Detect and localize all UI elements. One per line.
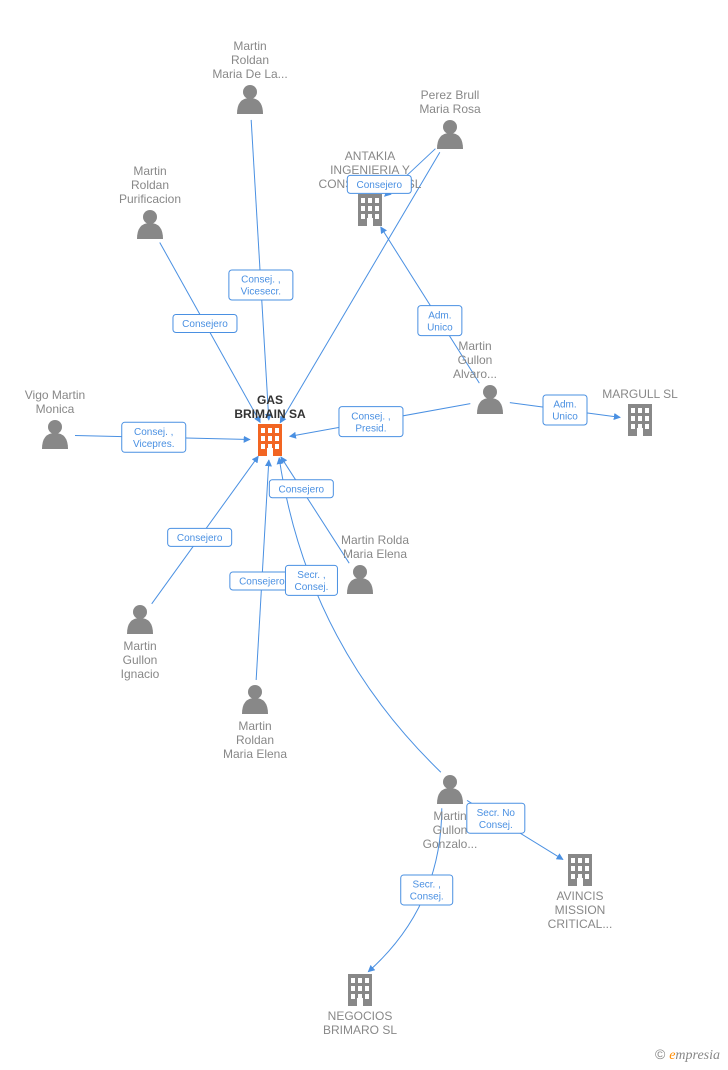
person-node-gonzalo[interactable] bbox=[437, 775, 463, 804]
company-node-negocios[interactable] bbox=[348, 974, 372, 1006]
person-node-purif[interactable] bbox=[137, 210, 163, 239]
node-label: Purificacion bbox=[119, 192, 181, 206]
node-label: ANTAKIA bbox=[345, 149, 395, 163]
edge-label-text: Vicesecr. bbox=[241, 287, 281, 298]
edge-elena_a-center bbox=[281, 457, 349, 563]
node-label: AVINCIS bbox=[556, 889, 603, 903]
node-label: Maria Rosa bbox=[419, 102, 481, 116]
node-label: Ignacio bbox=[121, 667, 160, 681]
edge-label-text: Unico bbox=[427, 322, 453, 333]
node-label: Martin bbox=[458, 339, 491, 353]
node-label: Maria De La... bbox=[212, 67, 287, 81]
person-node-ignacio[interactable] bbox=[127, 605, 153, 634]
edge-label-text: Secr. , bbox=[413, 880, 441, 891]
node-label: Gullon bbox=[433, 823, 468, 837]
edge-label-text: Consejero bbox=[279, 484, 325, 495]
edge-label-text: Adm. bbox=[428, 310, 451, 321]
node-label: BRIMARO SL bbox=[323, 1023, 397, 1037]
node-label: Martin Rolda bbox=[341, 533, 409, 547]
node-label: Martin bbox=[233, 39, 266, 53]
person-node-perez[interactable] bbox=[437, 120, 463, 149]
edge-label-text: Consej. bbox=[479, 820, 513, 831]
edge-label-text: Consej. , bbox=[241, 275, 280, 286]
node-label: BRIMAIN SA bbox=[234, 407, 306, 421]
node-label: Gullon bbox=[123, 653, 158, 667]
edge-label-text: Presid. bbox=[355, 423, 386, 434]
node-label: Gullon bbox=[458, 353, 493, 367]
node-label: Roldan bbox=[231, 53, 269, 67]
node-label: Maria Elena bbox=[343, 547, 407, 561]
node-label: GAS bbox=[257, 393, 283, 407]
node-label: MISSION bbox=[555, 903, 606, 917]
node-label: Martin bbox=[133, 164, 166, 178]
node-label: Maria Elena bbox=[223, 747, 287, 761]
edge-label-text: Consej. , bbox=[134, 427, 173, 438]
node-label: Roldan bbox=[131, 178, 169, 192]
edge-gonzalo-center bbox=[279, 458, 441, 772]
person-node-elena_b[interactable] bbox=[242, 685, 268, 714]
node-label: NEGOCIOS bbox=[328, 1009, 393, 1023]
node-label: Gonzalo... bbox=[423, 837, 478, 851]
node-label: Vigo Martin bbox=[25, 388, 85, 402]
footer-copyright: © empresia bbox=[655, 1046, 720, 1064]
network-diagram: GASBRIMAIN SAMartinRoldanMaria De La...P… bbox=[0, 0, 728, 1070]
edge-label-text: Unico bbox=[552, 412, 578, 423]
edge-label-text: Consejero bbox=[356, 180, 402, 191]
edge-label-text: Consej. bbox=[295, 582, 329, 593]
node-label: CRITICAL... bbox=[548, 917, 613, 931]
edge-label-text: Consejero bbox=[177, 533, 223, 544]
node-label: Monica bbox=[36, 402, 75, 416]
edge-label-text: Secr. , bbox=[297, 570, 325, 581]
person-node-alvaro[interactable] bbox=[477, 385, 503, 414]
company-node-margull[interactable] bbox=[628, 404, 652, 436]
company-node-center[interactable] bbox=[258, 424, 282, 456]
node-label: Alvaro... bbox=[453, 367, 497, 381]
person-node-vigo[interactable] bbox=[42, 420, 68, 449]
edge-label-text: Consejero bbox=[182, 319, 228, 330]
person-node-roldan_la[interactable] bbox=[237, 85, 263, 114]
edge-label-text: Consejero bbox=[239, 577, 285, 588]
edge-label-text: Adm. bbox=[553, 400, 576, 411]
node-label: Martin bbox=[433, 809, 466, 823]
node-label: MARGULL SL bbox=[602, 387, 678, 401]
node-label: Perez Brull bbox=[421, 88, 480, 102]
company-node-avincis[interactable] bbox=[568, 854, 592, 886]
node-label: Roldan bbox=[236, 733, 274, 747]
edge-label-text: Consej. , bbox=[351, 411, 390, 422]
edge-label-text: Consej. bbox=[410, 892, 444, 903]
node-label: INGENIERIA Y bbox=[330, 163, 410, 177]
edge-label-text: Vicepres. bbox=[133, 439, 175, 450]
node-label: Martin bbox=[238, 719, 271, 733]
node-label: Martin bbox=[123, 639, 156, 653]
company-node-antakia[interactable] bbox=[358, 194, 382, 226]
person-node-elena_a[interactable] bbox=[347, 565, 373, 594]
edge-label-text: Secr. No bbox=[477, 808, 516, 819]
edge-elena_b-center bbox=[256, 460, 269, 680]
